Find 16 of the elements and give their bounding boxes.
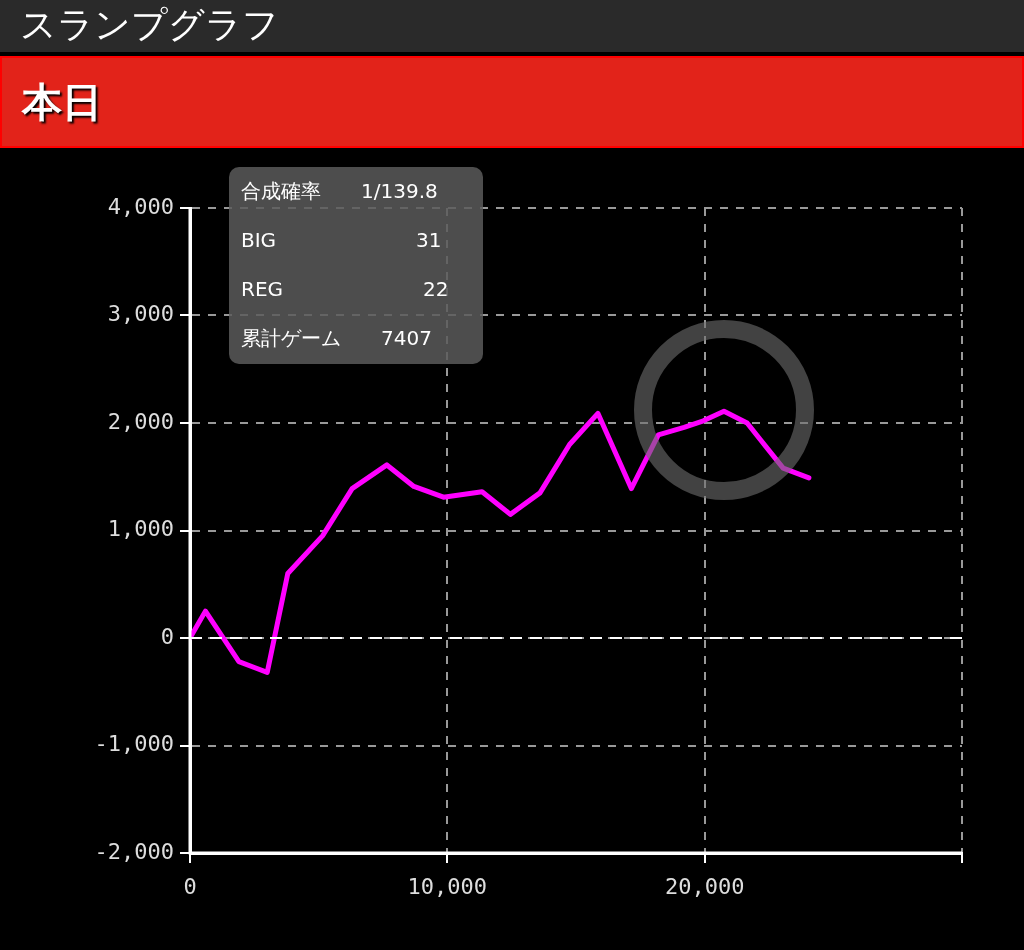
y-tick-label: 0 (160, 623, 174, 649)
annotation: 累計ゲーム 7407 (241, 325, 433, 352)
x-tick-label: 20,000 (664, 873, 745, 899)
annotation: BIG 31 (241, 227, 443, 254)
chart-title: スランプグラフ (0, 0, 1024, 52)
y-tick-label: -1,000 (94, 731, 174, 757)
y-tick-label: 3,000 (107, 301, 174, 327)
x-tick-label: 10,000 (407, 873, 488, 899)
y-tick-label: 4,000 (107, 193, 174, 219)
chart-subtitle: 本日 (0, 56, 1024, 148)
y-tick-label: -2,000 (94, 838, 174, 864)
annotation: REG 22 (241, 276, 450, 303)
x-tick-label: 0 (183, 873, 197, 899)
y-tick-label: 2,000 (107, 408, 174, 434)
y-tick-label: 1,000 (107, 516, 174, 542)
text: 合成確率 1/139.8 (241, 178, 439, 205)
